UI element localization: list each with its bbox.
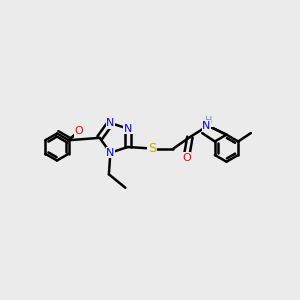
Text: N: N xyxy=(106,118,115,128)
Text: H: H xyxy=(205,116,212,126)
Text: N: N xyxy=(106,148,115,158)
Text: S: S xyxy=(148,142,156,155)
Text: N: N xyxy=(202,121,211,131)
Text: O: O xyxy=(182,152,191,163)
Text: N: N xyxy=(124,124,132,134)
Text: O: O xyxy=(74,126,83,136)
